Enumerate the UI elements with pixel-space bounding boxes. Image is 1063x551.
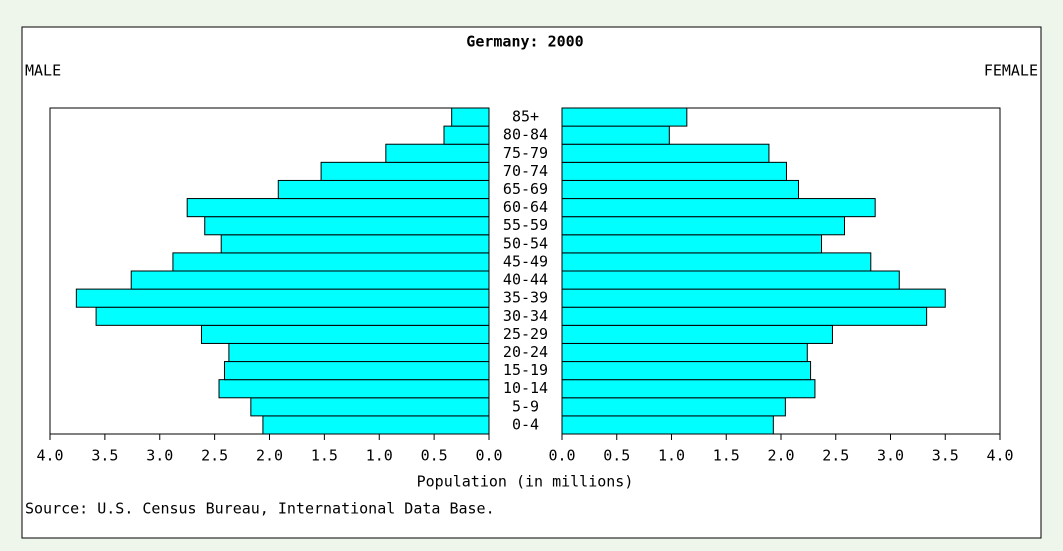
bar-male xyxy=(320,161,490,181)
bar-female xyxy=(561,161,787,181)
category-label: 55-59 xyxy=(503,216,548,234)
x-tick-label: 0.5 xyxy=(421,447,448,465)
category-label: 35-39 xyxy=(503,289,548,307)
bar-female xyxy=(561,288,946,308)
bar-male xyxy=(443,125,490,145)
x-tick-label: 2.5 xyxy=(822,447,849,465)
x-tick-label: 0.5 xyxy=(603,447,630,465)
bar-male xyxy=(385,143,490,163)
category-label: 50-54 xyxy=(503,234,548,252)
x-tick-label: 0.0 xyxy=(475,447,502,465)
x-tick-label: 2.0 xyxy=(256,447,283,465)
bar-male xyxy=(204,216,490,236)
chart-title: Germany: 2000 xyxy=(466,33,583,51)
category-label: 15-19 xyxy=(503,361,548,379)
x-tick-label: 3.5 xyxy=(932,447,959,465)
category-label: 45-49 xyxy=(503,252,548,270)
category-label: 0-4 xyxy=(512,415,539,433)
bar-female xyxy=(561,143,770,163)
x-tick-label: 4.0 xyxy=(36,447,63,465)
left-label: MALE xyxy=(25,62,61,80)
bar-male xyxy=(172,252,490,272)
category-label: 80-84 xyxy=(503,126,548,144)
bar-male xyxy=(277,179,490,200)
category-label: 70-74 xyxy=(503,162,548,180)
category-label: 65-69 xyxy=(503,180,548,198)
bar-male xyxy=(218,379,490,399)
x-tick-label: 3.5 xyxy=(91,447,118,465)
bar-male xyxy=(130,270,490,290)
bar-female xyxy=(561,179,800,200)
x-tick-label: 1.5 xyxy=(311,447,338,465)
x-tick-label: 2.5 xyxy=(201,447,228,465)
x-tick-label: 3.0 xyxy=(146,447,173,465)
bar-male xyxy=(228,342,490,363)
bar-female xyxy=(561,306,928,326)
category-label: 85+ xyxy=(512,108,539,126)
category-label: 40-44 xyxy=(503,271,548,289)
bar-female xyxy=(561,415,774,435)
category-label: 10-14 xyxy=(503,379,548,397)
category-label: 25-29 xyxy=(503,325,548,343)
bar-male xyxy=(451,107,490,127)
bar-male xyxy=(220,234,490,254)
category-label: 60-64 xyxy=(503,198,548,216)
bar-male xyxy=(186,198,490,218)
bar-female xyxy=(561,397,786,417)
x-tick-label: 2.0 xyxy=(767,447,794,465)
x-tick-label: 1.0 xyxy=(658,447,685,465)
x-tick-label: 4.0 xyxy=(986,447,1013,465)
category-label: 20-24 xyxy=(503,343,548,361)
x-tick-label: 0.0 xyxy=(548,447,575,465)
bar-male xyxy=(262,415,490,435)
bar-female xyxy=(561,252,872,272)
bar-male xyxy=(224,361,490,381)
bar-female xyxy=(561,125,670,145)
right-label: FEMALE xyxy=(984,62,1038,80)
source: Source: U.S. Census Bureau, Internationa… xyxy=(25,500,495,518)
bar-female xyxy=(561,324,833,344)
bar-male xyxy=(200,324,490,344)
bar-female xyxy=(561,234,823,254)
bar-female xyxy=(561,379,816,399)
bar-female xyxy=(561,361,812,381)
x-tick-label: 1.5 xyxy=(713,447,740,465)
bar-female xyxy=(561,198,876,218)
bar-male xyxy=(250,397,490,417)
bar-male xyxy=(95,306,490,326)
bar-female xyxy=(561,216,846,236)
x-tick-label: 1.0 xyxy=(366,447,393,465)
bar-female xyxy=(561,342,808,363)
category-label: 5-9 xyxy=(512,397,539,415)
x-axis-label: Population (in millions) xyxy=(417,473,634,491)
bar-male xyxy=(75,288,490,308)
category-label: 30-34 xyxy=(503,307,548,325)
category-label: 75-79 xyxy=(503,144,548,162)
x-tick-label: 3.0 xyxy=(877,447,904,465)
bar-female xyxy=(561,270,900,290)
bar-female xyxy=(561,107,688,127)
